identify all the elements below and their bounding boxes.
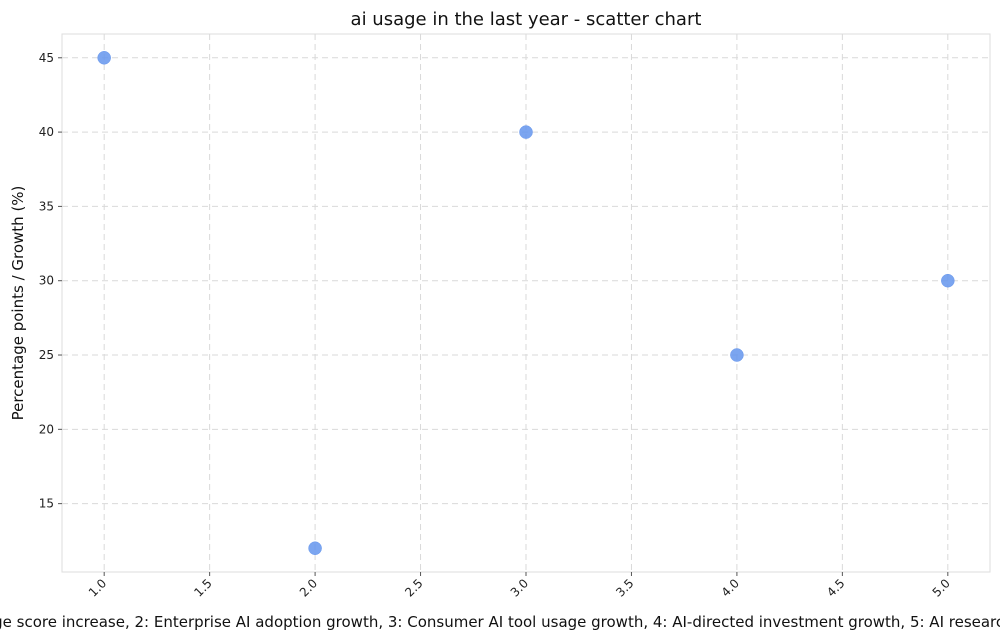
x-axis-ticks: 1.0 1.5 2.0 2.5 3.0 3.5 4.0 4.5 5.0 bbox=[86, 572, 953, 600]
scatter-point bbox=[98, 51, 111, 64]
y-tick-label: 40 bbox=[39, 125, 54, 139]
x-tick-label: 5.0 bbox=[930, 576, 953, 599]
scatter-point bbox=[730, 349, 743, 362]
y-tick-label: 45 bbox=[39, 51, 54, 65]
y-axis-ticks: 15 20 25 30 35 40 45 bbox=[39, 51, 62, 511]
x-tick-label: 2.5 bbox=[402, 576, 425, 599]
x-tick-label: 4.5 bbox=[824, 576, 847, 599]
y-tick-label: 15 bbox=[39, 497, 54, 511]
x-tick-label: 4.0 bbox=[719, 576, 742, 599]
scatter-point bbox=[941, 274, 954, 287]
x-tick-label: 1.5 bbox=[191, 576, 214, 599]
x-tick-label: 1.0 bbox=[86, 576, 109, 599]
x-tick-label: 2.0 bbox=[297, 576, 320, 599]
y-tick-label: 35 bbox=[39, 199, 54, 213]
y-tick-label: 30 bbox=[39, 274, 54, 288]
scatter-point bbox=[309, 542, 322, 555]
y-tick-label: 20 bbox=[39, 422, 54, 436]
x-tick-label: 3.0 bbox=[508, 576, 531, 599]
y-tick-label: 25 bbox=[39, 348, 54, 362]
chart-title: ai usage in the last year - scatter char… bbox=[351, 9, 702, 30]
scatter-point bbox=[520, 126, 533, 139]
x-axis-label: 1: AI-usage score increase, 2: Enterpris… bbox=[0, 613, 1000, 631]
y-axis-label: Percentage points / Growth (%) bbox=[9, 186, 27, 421]
x-tick-label: 3.5 bbox=[613, 576, 636, 599]
